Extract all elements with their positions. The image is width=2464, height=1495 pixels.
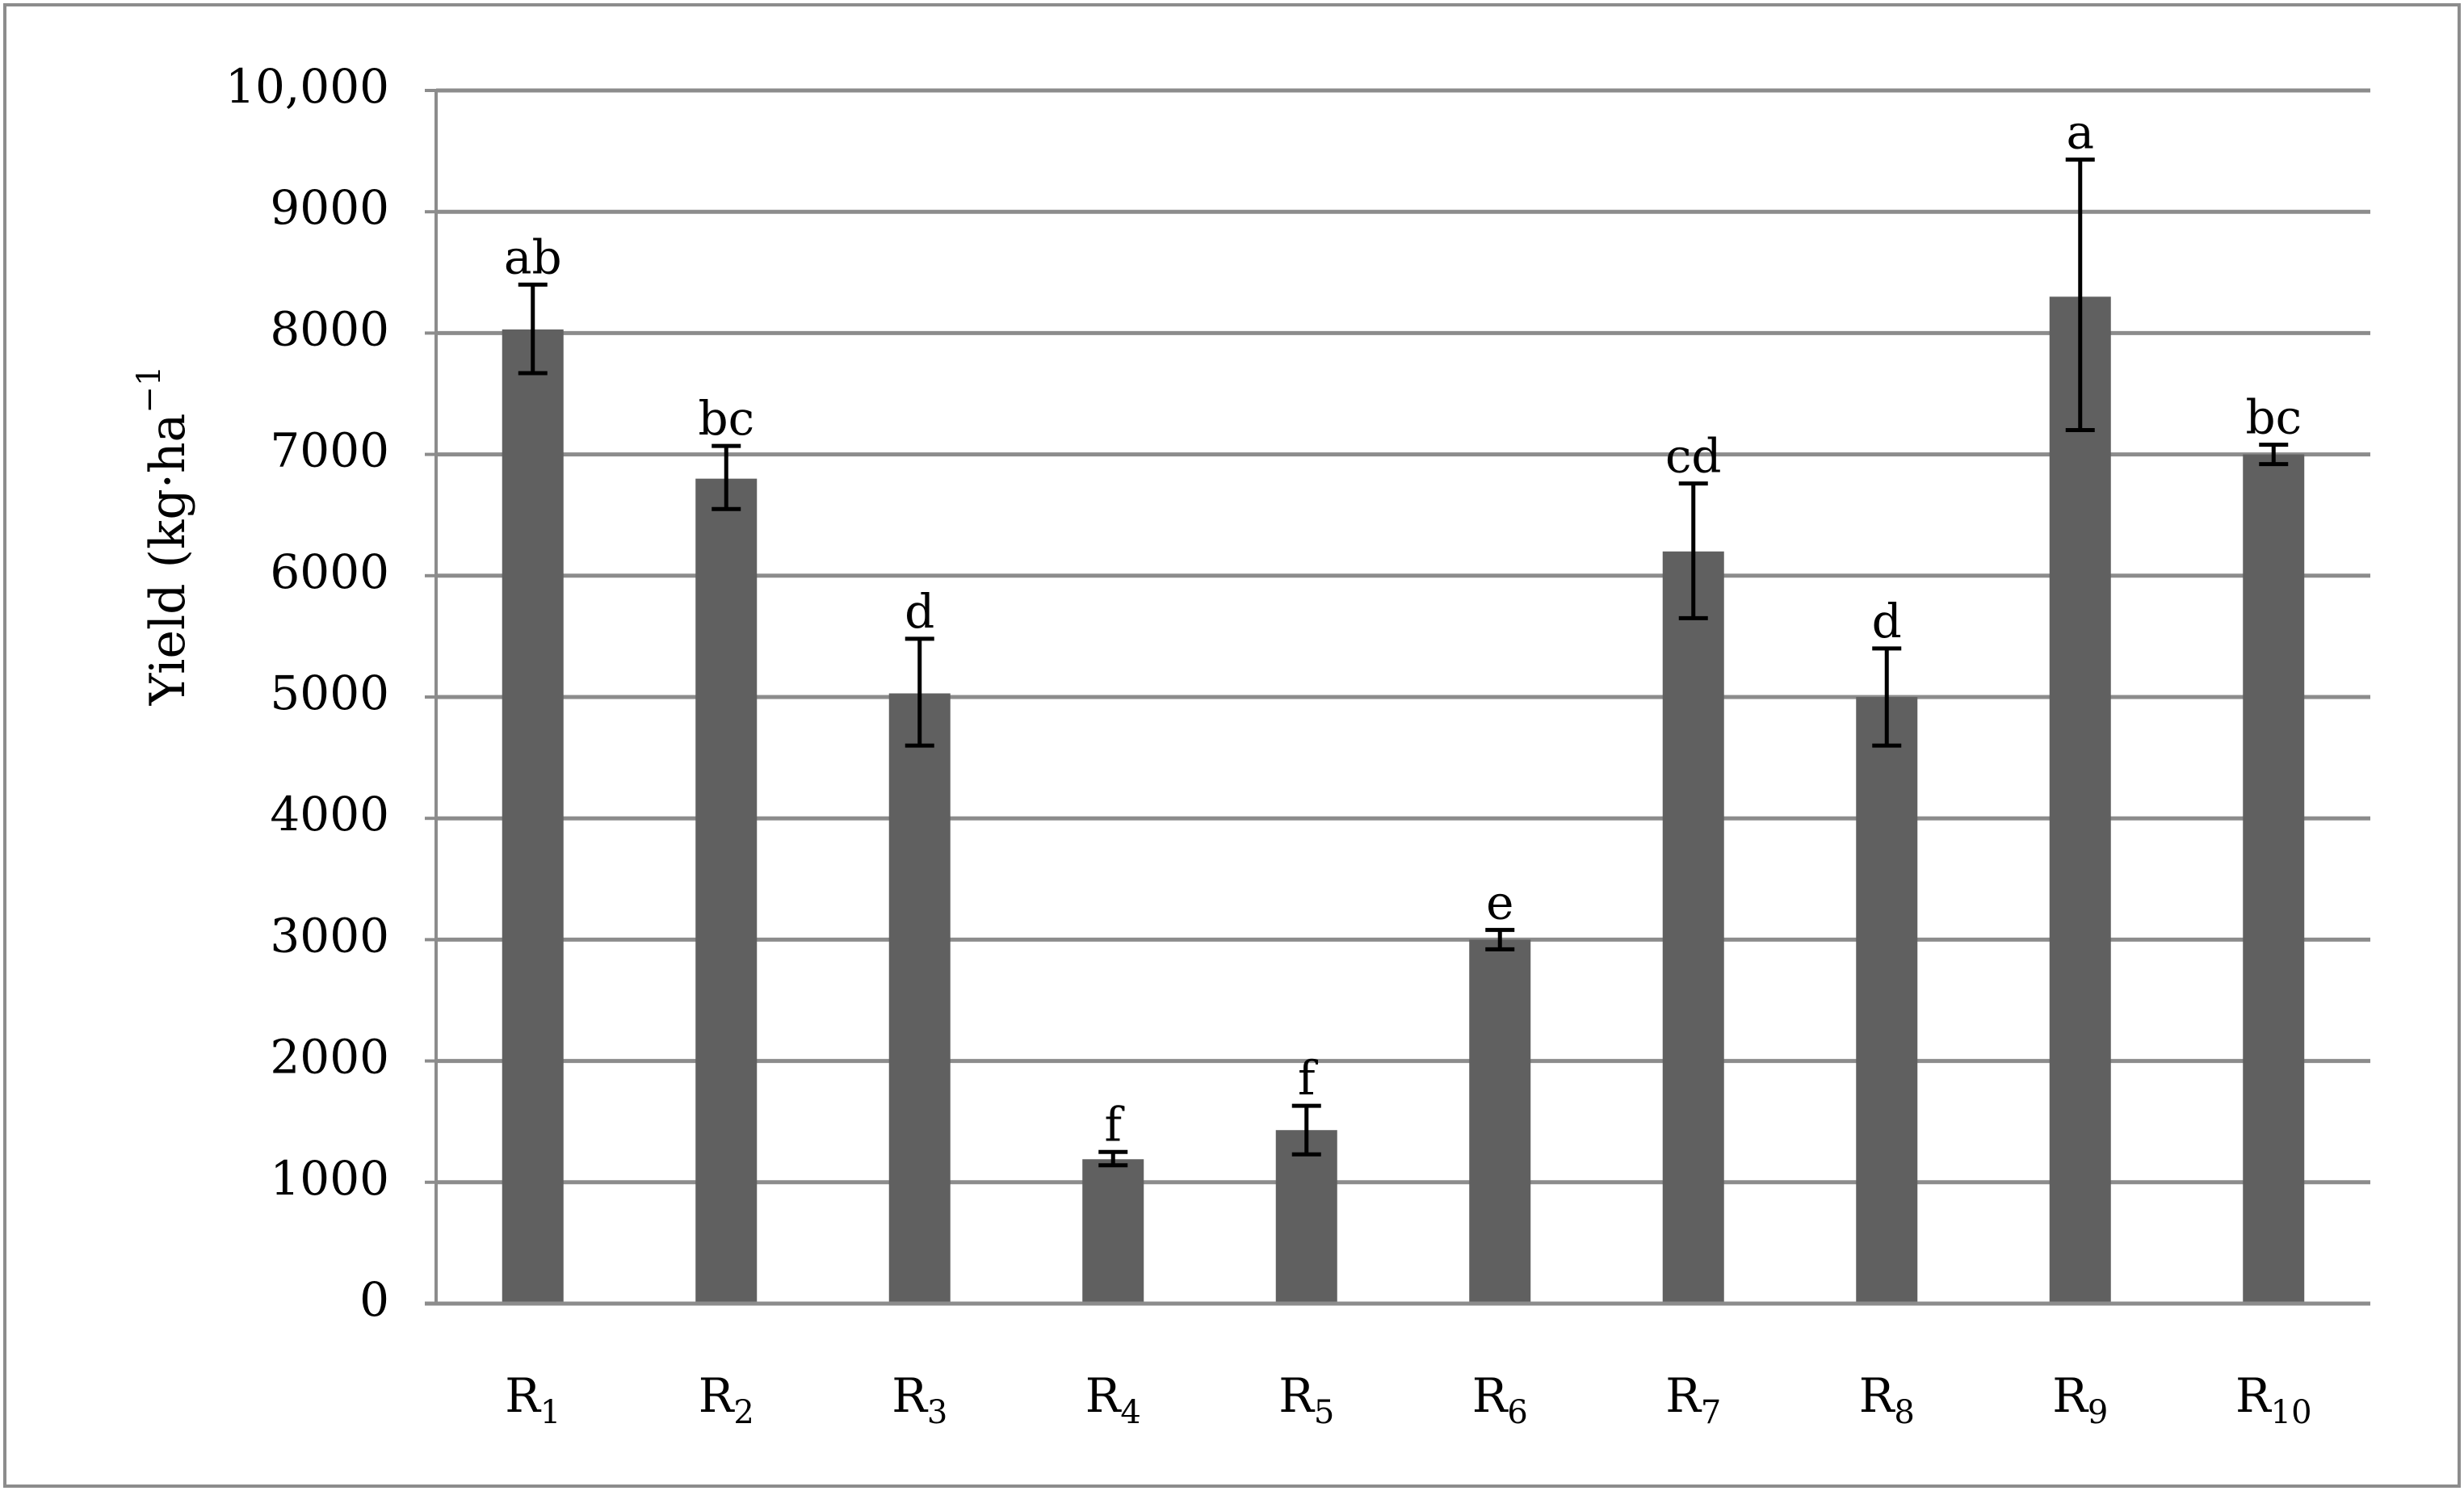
x-tick-label: R1 xyxy=(505,1368,560,1431)
significance-labels: ab bc d f f e cd d a bc xyxy=(504,105,2302,1153)
bar xyxy=(1856,697,1918,1304)
bar xyxy=(2243,454,2305,1304)
significance-label: f xyxy=(1298,1051,1318,1106)
y-tick-label: 2000 xyxy=(270,1030,389,1085)
y-axis-title-superscript: −1 xyxy=(131,366,168,414)
significance-label: bc xyxy=(698,391,754,446)
x-tick-label: R6 xyxy=(1472,1368,1528,1431)
bar xyxy=(1662,551,1724,1304)
error-bar xyxy=(2065,157,2095,433)
gridlines xyxy=(436,88,2370,1185)
y-tick-label: 6000 xyxy=(270,544,389,599)
error-bar xyxy=(1485,927,1515,951)
significance-label: bc xyxy=(2245,390,2302,445)
bar xyxy=(502,329,564,1304)
bar xyxy=(695,478,758,1304)
y-tick-label: 10,000 xyxy=(225,59,389,114)
x-tick-label: R5 xyxy=(1278,1368,1334,1431)
y-axis-title-text: Yield (kg·ha xyxy=(140,414,196,707)
significance-label: a xyxy=(2066,105,2094,160)
bar xyxy=(1469,939,1531,1304)
bar xyxy=(1082,1159,1144,1304)
bar xyxy=(1275,1130,1337,1304)
bar xyxy=(2049,296,2111,1304)
significance-label: ab xyxy=(504,229,562,284)
error-bar xyxy=(518,282,548,376)
y-axis-ticks: 0 1000 2000 3000 4000 5000 6000 7000 8000 9000 10,… xyxy=(225,59,436,1327)
error-bar xyxy=(711,443,741,511)
bars xyxy=(502,296,2305,1304)
y-tick-label: 3000 xyxy=(270,908,389,963)
significance-label: f xyxy=(1105,1097,1125,1152)
y-tick-label: 9000 xyxy=(270,180,389,235)
y-tick-label: 1000 xyxy=(270,1151,389,1206)
significance-label: cd xyxy=(1665,429,1722,484)
y-tick-label: 4000 xyxy=(270,787,389,842)
y-tick-label: 7000 xyxy=(270,423,389,478)
y-tick-label: 0 xyxy=(359,1272,389,1327)
error-bar xyxy=(1098,1149,1128,1168)
error-bars xyxy=(518,157,2289,1168)
bar xyxy=(888,693,951,1304)
y-tick-label: 5000 xyxy=(270,666,389,720)
x-tick-label: R10 xyxy=(2235,1368,2312,1431)
significance-label: e xyxy=(1486,875,1513,930)
x-tick-label: R9 xyxy=(2052,1368,2108,1431)
error-bar xyxy=(1678,481,1708,620)
error-bar xyxy=(2259,443,2289,467)
x-axis-category-labels: R1 R2 R3 R4 R5 R6 R7 R8 R9 R10 xyxy=(505,1368,2311,1431)
x-tick-label: R2 xyxy=(699,1368,754,1431)
error-bar xyxy=(905,636,934,748)
x-tick-label: R3 xyxy=(892,1368,947,1431)
y-tick-label: 8000 xyxy=(270,301,389,356)
x-tick-label: R8 xyxy=(1859,1368,1915,1431)
significance-label: d xyxy=(1872,594,1902,649)
x-tick-label: R4 xyxy=(1085,1368,1141,1431)
y-axis-title: Yield (kg·ha−1 xyxy=(131,366,196,707)
axes xyxy=(425,90,2370,1306)
significance-label: d xyxy=(905,584,934,639)
error-bar xyxy=(1291,1103,1321,1157)
x-tick-label: R7 xyxy=(1665,1368,1721,1431)
error-bar xyxy=(1872,646,1902,748)
